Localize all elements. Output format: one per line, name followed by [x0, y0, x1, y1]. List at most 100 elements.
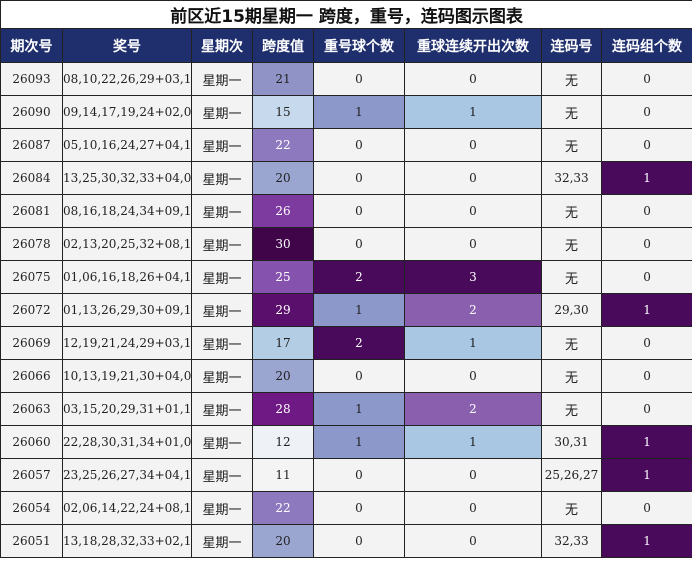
- weekday-cell: 星期一: [191, 62, 253, 96]
- numbers-cell: 01,13,26,29,30+09,11: [62, 293, 192, 327]
- repeat-count-cell: 2: [313, 260, 405, 294]
- repeat-count-cell: 0: [313, 491, 405, 525]
- lianma-groups-cell: 0: [600, 95, 692, 129]
- lianma-cell: 无: [541, 95, 602, 129]
- weekday-cell: 星期一: [191, 227, 253, 261]
- numbers-cell: 02,13,20,25,32+08,11: [62, 227, 192, 261]
- span-cell: 11: [252, 458, 314, 492]
- weekday-cell: 星期一: [191, 128, 253, 162]
- lianma-groups-cell: 1: [600, 293, 692, 327]
- weekday-cell: 星期一: [191, 194, 253, 228]
- header-lianma: 连码号: [541, 28, 602, 63]
- table-row: 26066 10,13,19,21,30+04,05 星期一 20 0 0 无 0: [0, 359, 692, 393]
- span-cell: 30: [252, 227, 314, 261]
- repeat-consecutive-cell: 0: [404, 194, 542, 228]
- issue-cell: 26093: [0, 62, 63, 96]
- issue-cell: 26078: [0, 227, 63, 261]
- span-cell: 20: [252, 524, 314, 558]
- span-cell: 26: [252, 194, 314, 228]
- table-row: 26087 05,10,16,24,27+04,10 星期一 22 0 0 无 0: [0, 128, 692, 162]
- repeat-consecutive-cell: 2: [404, 293, 542, 327]
- repeat-count-cell: 0: [313, 194, 405, 228]
- repeat-consecutive-cell: 0: [404, 359, 542, 393]
- weekday-cell: 星期一: [191, 326, 253, 360]
- lianma-cell: 25,26,27: [541, 458, 602, 492]
- numbers-cell: 13,25,30,32,33+04,05: [62, 161, 192, 195]
- repeat-count-cell: 0: [313, 524, 405, 558]
- repeat-consecutive-cell: 1: [404, 326, 542, 360]
- numbers-cell: 23,25,26,27,34+04,10: [62, 458, 192, 492]
- span-cell: 12: [252, 425, 314, 459]
- lianma-groups-cell: 1: [600, 161, 692, 195]
- table-row: 26090 09,14,17,19,24+02,09 星期一 15 1 1 无 0: [0, 95, 692, 129]
- header-lianma-groups: 连码组个数: [600, 28, 692, 63]
- lianma-groups-cell: 0: [600, 491, 692, 525]
- lianma-groups-cell: 1: [600, 458, 692, 492]
- repeat-count-cell: 0: [313, 359, 405, 393]
- lianma-cell: 无: [541, 359, 602, 393]
- lianma-groups-cell: 0: [600, 62, 692, 96]
- table-title: 前区近15期星期一 跨度，重号，连码图示图表: [0, 0, 692, 29]
- span-cell: 21: [252, 62, 314, 96]
- lianma-cell: 无: [541, 260, 602, 294]
- weekday-cell: 星期一: [191, 293, 253, 327]
- lianma-cell: 无: [541, 194, 602, 228]
- table-row: 26075 01,06,16,18,26+04,10 星期一 25 2 3 无 0: [0, 260, 692, 294]
- numbers-cell: 03,15,20,29,31+01,12: [62, 392, 192, 426]
- lianma-cell: 无: [541, 392, 602, 426]
- span-cell: 22: [252, 128, 314, 162]
- weekday-cell: 星期一: [191, 524, 253, 558]
- span-cell: 20: [252, 161, 314, 195]
- issue-cell: 26051: [0, 524, 63, 558]
- repeat-consecutive-cell: 0: [404, 128, 542, 162]
- repeat-consecutive-cell: 0: [404, 458, 542, 492]
- span-cell: 20: [252, 359, 314, 393]
- span-cell: 17: [252, 326, 314, 360]
- repeat-consecutive-cell: 3: [404, 260, 542, 294]
- issue-cell: 26090: [0, 95, 63, 129]
- lianma-groups-cell: 1: [600, 524, 692, 558]
- issue-cell: 26072: [0, 293, 63, 327]
- repeat-count-cell: 1: [313, 95, 405, 129]
- numbers-cell: 10,13,19,21,30+04,05: [62, 359, 192, 393]
- repeat-count-cell: 0: [313, 458, 405, 492]
- header-numbers: 奖号: [62, 28, 192, 63]
- weekday-cell: 星期一: [191, 161, 253, 195]
- weekday-cell: 星期一: [191, 95, 253, 129]
- span-cell: 28: [252, 392, 314, 426]
- numbers-cell: 22,28,30,31,34+01,05: [62, 425, 192, 459]
- table-row: 26054 02,06,14,22,24+08,11 星期一 22 0 0 无 0: [0, 491, 692, 525]
- numbers-cell: 13,18,28,32,33+02,11: [62, 524, 192, 558]
- issue-cell: 26069: [0, 326, 63, 360]
- lianma-groups-cell: 0: [600, 260, 692, 294]
- numbers-cell: 08,10,22,26,29+03,10: [62, 62, 192, 96]
- weekday-cell: 星期一: [191, 458, 253, 492]
- lianma-cell: 无: [541, 227, 602, 261]
- repeat-count-cell: 0: [313, 62, 405, 96]
- issue-cell: 26075: [0, 260, 63, 294]
- repeat-count-cell: 1: [313, 293, 405, 327]
- lianma-cell: 32,33: [541, 161, 602, 195]
- lianma-cell: 32,33: [541, 524, 602, 558]
- repeat-count-cell: 1: [313, 392, 405, 426]
- span-cell: 15: [252, 95, 314, 129]
- numbers-cell: 02,06,14,22,24+08,11: [62, 491, 192, 525]
- lianma-cell: 无: [541, 62, 602, 96]
- issue-cell: 26081: [0, 194, 63, 228]
- lianma-cell: 无: [541, 491, 602, 525]
- repeat-consecutive-cell: 0: [404, 227, 542, 261]
- repeat-consecutive-cell: 0: [404, 491, 542, 525]
- issue-cell: 26054: [0, 491, 63, 525]
- numbers-cell: 12,19,21,24,29+03,10: [62, 326, 192, 360]
- numbers-cell: 01,06,16,18,26+04,10: [62, 260, 192, 294]
- lianma-groups-cell: 0: [600, 359, 692, 393]
- span-cell: 25: [252, 260, 314, 294]
- table-row: 26063 03,15,20,29,31+01,12 星期一 28 1 2 无 0: [0, 392, 692, 426]
- table-row: 26093 08,10,22,26,29+03,10 星期一 21 0 0 无 0: [0, 62, 692, 96]
- issue-cell: 26060: [0, 425, 63, 459]
- header-repeat-consecutive: 重球连续开出次数: [404, 28, 542, 63]
- issue-cell: 26066: [0, 359, 63, 393]
- span-cell: 29: [252, 293, 314, 327]
- repeat-count-cell: 0: [313, 161, 405, 195]
